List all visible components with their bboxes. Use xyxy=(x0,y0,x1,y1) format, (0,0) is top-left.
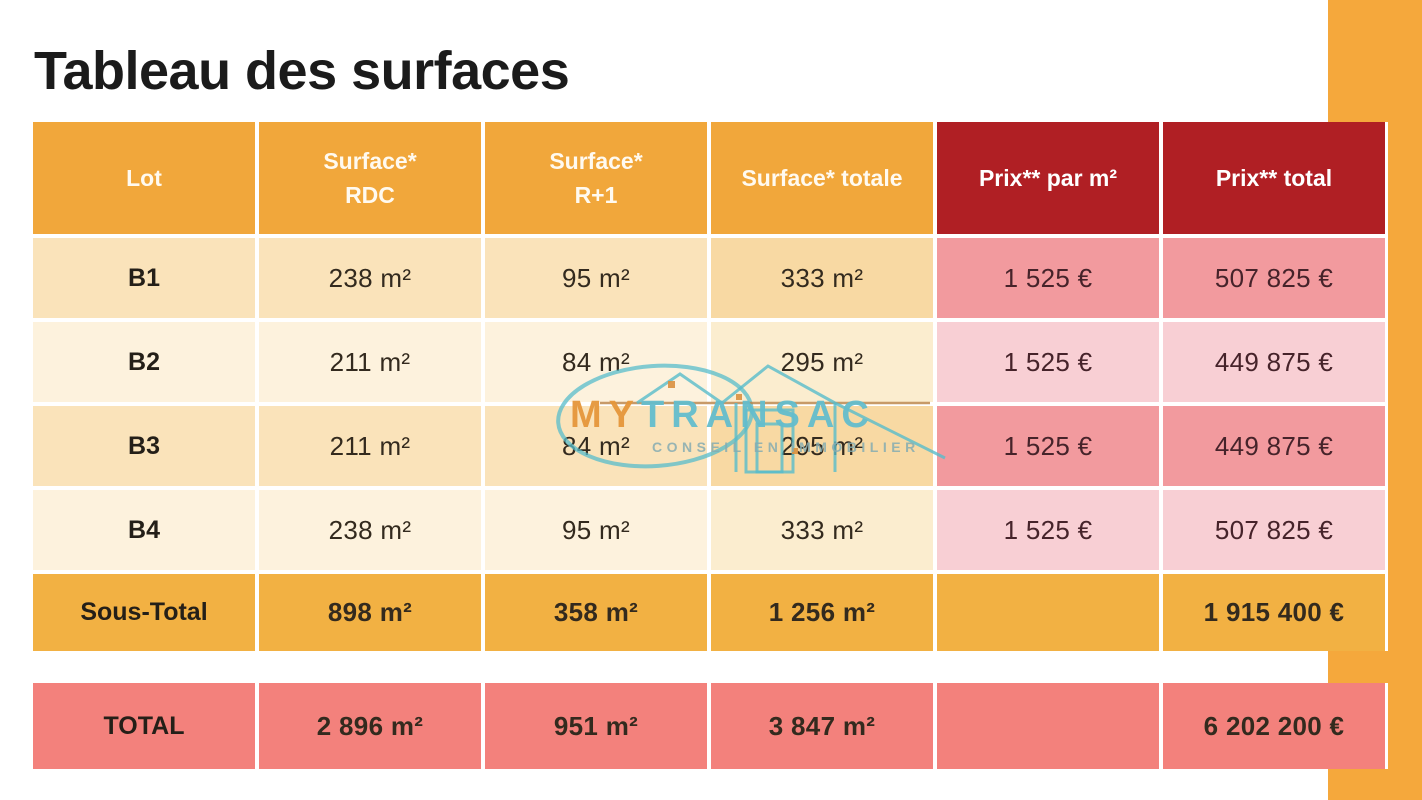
cell-b3-surface-rdc: 211 m² xyxy=(259,406,481,486)
cell-total-surface-r1: 951 m² xyxy=(485,683,707,769)
cell-b3-surface-totale: 295 m² xyxy=(711,406,933,486)
col-header-prix-par-m2: Prix** par m² xyxy=(937,122,1159,234)
cell-soustotal-surface-r1: 358 m² xyxy=(485,574,707,651)
total-table: TOTAL 2 896 m² 951 m² 3 847 m² 6 202 200… xyxy=(33,683,1388,769)
cell-soustotal-label: Sous-Total xyxy=(33,574,255,651)
cell-b4-surface-totale: 333 m² xyxy=(711,490,933,570)
cell-soustotal-prix-total: 1 915 400 € xyxy=(1163,574,1385,651)
cell-b1-surface-r1: 95 m² xyxy=(485,238,707,318)
page-title: Tableau des surfaces xyxy=(34,41,570,101)
cell-b2-surface-totale: 295 m² xyxy=(711,322,933,402)
col-header-lot: Lot xyxy=(33,122,255,234)
cell-b3-lot: B3 xyxy=(33,406,255,486)
cell-b3-surface-r1: 84 m² xyxy=(485,406,707,486)
col-header-surface-r1: Surface* R+1 xyxy=(485,122,707,234)
cell-b2-prix-par-m2: 1 525 € xyxy=(937,322,1159,402)
cell-b4-lot: B4 xyxy=(33,490,255,570)
cell-b1-surface-totale: 333 m² xyxy=(711,238,933,318)
col-header-prix-total: Prix** total xyxy=(1163,122,1385,234)
cell-soustotal-surface-totale: 1 256 m² xyxy=(711,574,933,651)
cell-b1-prix-total: 507 825 € xyxy=(1163,238,1385,318)
cell-b4-surface-r1: 95 m² xyxy=(485,490,707,570)
surfaces-table: Lot Surface* RDC Surface* R+1 Surface* t… xyxy=(33,122,1388,651)
cell-b3-prix-par-m2: 1 525 € xyxy=(937,406,1159,486)
cell-b4-prix-par-m2: 1 525 € xyxy=(937,490,1159,570)
cell-total-prix-total: 6 202 200 € xyxy=(1163,683,1385,769)
col-header-surface-totale: Surface* totale xyxy=(711,122,933,234)
cell-soustotal-surface-rdc: 898 m² xyxy=(259,574,481,651)
cell-b4-surface-rdc: 238 m² xyxy=(259,490,481,570)
cell-b1-lot: B1 xyxy=(33,238,255,318)
cell-b1-prix-par-m2: 1 525 € xyxy=(937,238,1159,318)
cell-b3-prix-total: 449 875 € xyxy=(1163,406,1385,486)
cell-soustotal-prix-par-m2 xyxy=(937,574,1159,651)
cell-total-label: TOTAL xyxy=(33,683,255,769)
col-header-surface-rdc: Surface* RDC xyxy=(259,122,481,234)
cell-b2-lot: B2 xyxy=(33,322,255,402)
cell-total-surface-totale: 3 847 m² xyxy=(711,683,933,769)
cell-b2-prix-total: 449 875 € xyxy=(1163,322,1385,402)
cell-b4-prix-total: 507 825 € xyxy=(1163,490,1385,570)
cell-b2-surface-rdc: 211 m² xyxy=(259,322,481,402)
cell-b2-surface-r1: 84 m² xyxy=(485,322,707,402)
cell-total-prix-par-m2 xyxy=(937,683,1159,769)
cell-total-surface-rdc: 2 896 m² xyxy=(259,683,481,769)
cell-b1-surface-rdc: 238 m² xyxy=(259,238,481,318)
